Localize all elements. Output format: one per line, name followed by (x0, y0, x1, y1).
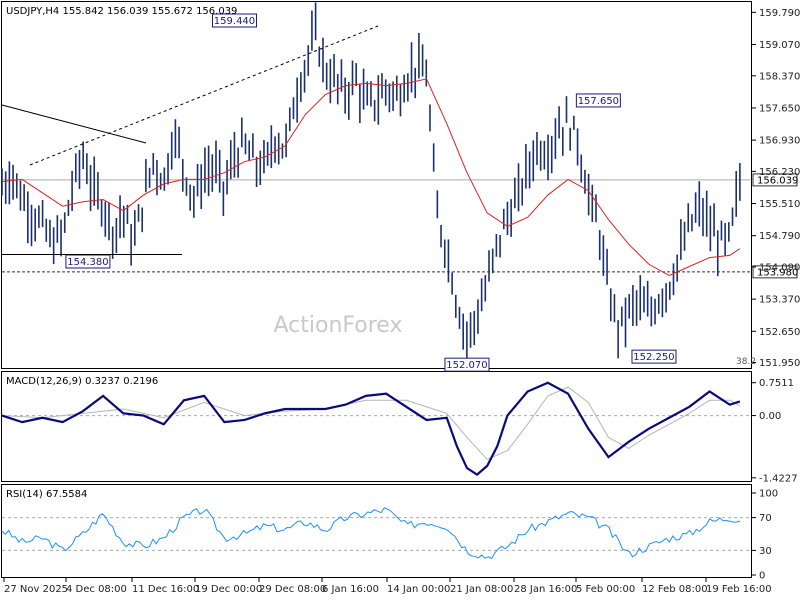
rsi-lines (1, 507, 750, 560)
annotation-label: 152.250 (633, 352, 674, 363)
ma-line (1, 78, 741, 276)
price-annotation: 152.250 (631, 349, 677, 364)
x-tick-label: 11 Dec 16:00 (132, 584, 199, 595)
macd-panel-frame (1, 371, 752, 482)
price-annotation: 152.070 (444, 357, 490, 372)
price-y-tick-label: 156.230 (759, 167, 800, 178)
annotation-label: 154.380 (67, 257, 108, 268)
macd-title: MACD(12,26,9) 0.3237 0.2196 (6, 376, 158, 387)
level-tag (752, 265, 798, 279)
rsi-y-axis: 100 70 30 0 (752, 489, 778, 582)
rsi-y-tick-label: 0 (759, 571, 765, 582)
x-tick-label: 19 Dec 00:00 (195, 584, 262, 595)
x-tick-label: 12 Feb 08:00 (642, 584, 708, 595)
annotation-box (211, 13, 257, 28)
fib-label: 38.2 (736, 357, 756, 367)
x-tick-label: 19 Feb 16:00 (706, 584, 772, 595)
price-y-tick-label: 151.950 (759, 358, 800, 369)
annotation-label: 152.070 (446, 360, 487, 371)
current-price-label: 156.039 (757, 175, 798, 186)
macd-y-tick-label: 0.7511 (759, 378, 794, 389)
rsi-y-tick-label: 30 (759, 546, 772, 557)
price-y-tick-label: 154.790 (759, 231, 800, 242)
price-y-tick-label: 157.650 (759, 103, 800, 114)
trendline-solid (1, 104, 147, 144)
macd-signal-line (1, 386, 741, 460)
current-price-tag (752, 173, 798, 187)
price-y-tick-label: 159.070 (759, 40, 800, 51)
annotation-box (444, 357, 490, 372)
rsi-panel-frame (1, 484, 752, 578)
x-tick-label: 5 Feb 00:00 (576, 584, 635, 595)
moving-average (1, 78, 741, 276)
price-y-tick-label: 159.790 (759, 8, 800, 19)
price-y-tick-label: 154.090 (759, 262, 800, 273)
annotation-label: 159.440 (214, 16, 255, 27)
chart-symbol-header: USDJPY,H4 155.842 156.039 155.672 156.03… (6, 6, 237, 17)
macd-main-line (1, 381, 741, 476)
macd-y-tick-label: 0.00 (759, 411, 781, 422)
level-tag-label: 153.980 (757, 267, 798, 278)
rsi-y-tick-label: 70 (759, 513, 772, 524)
price-y-tick-label: 153.370 (759, 295, 800, 306)
price-annotation: 157.650 (575, 93, 621, 108)
x-tick-label: 29 Dec 08:00 (259, 584, 326, 595)
watermark: ActionForex (274, 313, 403, 338)
macd-y-tick-label: -1.4227 (759, 473, 798, 484)
price-annotation: 159.440 (211, 13, 257, 28)
x-tick-label: 27 Nov 2025 (4, 584, 68, 595)
trendline-dotted (29, 25, 379, 166)
rsi-line (1, 507, 741, 560)
annotation-label: 157.650 (578, 96, 619, 107)
macd-lines (1, 381, 750, 476)
price-y-tick-label: 155.510 (759, 199, 800, 210)
price-y-tick-label: 152.650 (759, 327, 800, 338)
annotation-box (65, 254, 111, 269)
price-bars (1, 2, 741, 364)
rsi-y-tick-label: 100 (759, 489, 778, 500)
macd-y-axis: 0.7511 0.00 -1.4227 (752, 378, 798, 484)
x-tick-label: 4 Dec 08:00 (66, 584, 127, 595)
price-annotation: 154.380 (65, 254, 111, 269)
price-y-tick-label: 158.370 (759, 71, 800, 82)
price-gridlines: 153.980 156.039 (2, 173, 798, 279)
annotation-box (631, 349, 677, 364)
x-tick-label: 6 Jan 16:00 (322, 584, 379, 595)
price-annotations: 159.440 157.650 154.380 152.070 152.250 (65, 13, 677, 372)
x-tick-label: 21 Jan 08:00 (450, 584, 513, 595)
x-tick-label: 14 Jan 00:00 (387, 584, 450, 595)
rsi-title: RSI(14) 67.5584 (6, 489, 87, 500)
x-tick-label: 28 Jan 16:00 (514, 584, 577, 595)
price-y-axis: 159.790 159.070 158.370 157.650 156.930 156.2… (752, 8, 800, 369)
annotation-box (575, 93, 621, 108)
price-y-tick-label: 156.930 (759, 136, 800, 147)
